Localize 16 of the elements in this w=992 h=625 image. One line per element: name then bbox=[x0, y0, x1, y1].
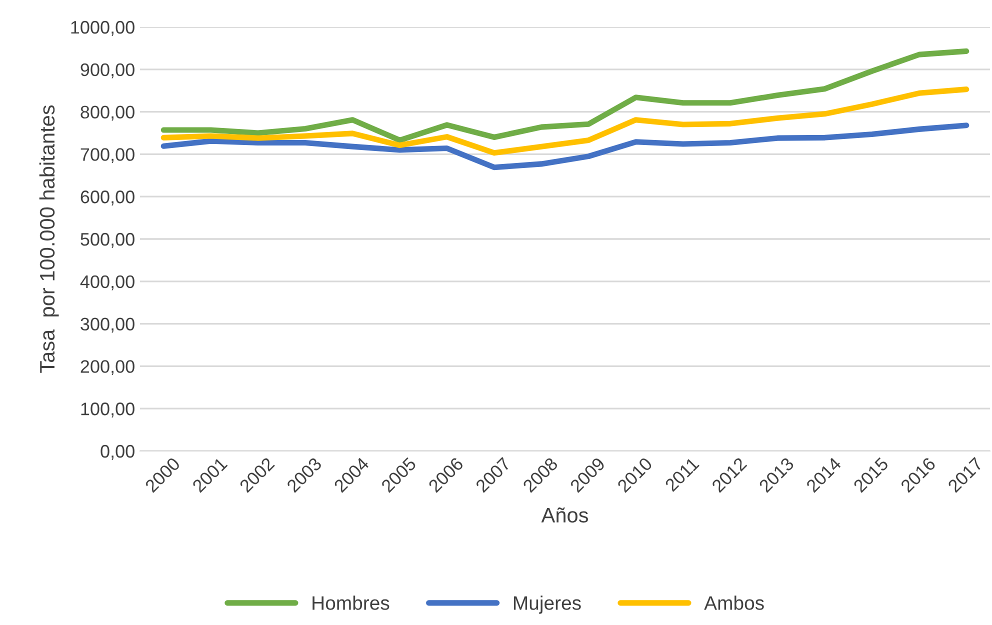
legend-label: Ambos bbox=[704, 596, 764, 610]
x-axis-title: Años bbox=[541, 507, 588, 523]
legend-label: Mujeres bbox=[514, 596, 581, 614]
y-tick-label: 400,00 bbox=[80, 275, 134, 290]
legend-label: Hombres bbox=[312, 596, 390, 610]
y-tick-label: 0,00 bbox=[100, 444, 134, 460]
y-tick-label: 300,00 bbox=[80, 318, 134, 333]
y-tick-label: 900,00 bbox=[80, 63, 134, 78]
y-tick-label: 100,00 bbox=[81, 402, 134, 418]
y-axis-title: Tasa por 100.000 habitantes bbox=[39, 105, 59, 373]
y-tick-label: 200,00 bbox=[80, 360, 134, 376]
y-tick-label: 500,00 bbox=[80, 232, 134, 248]
y-tick-label: 800,00 bbox=[80, 106, 134, 121]
y-tick-label: 1000,00 bbox=[71, 20, 134, 36]
y-tick-label: 600,00 bbox=[80, 190, 134, 206]
y-tick-label: 700,00 bbox=[80, 148, 134, 164]
